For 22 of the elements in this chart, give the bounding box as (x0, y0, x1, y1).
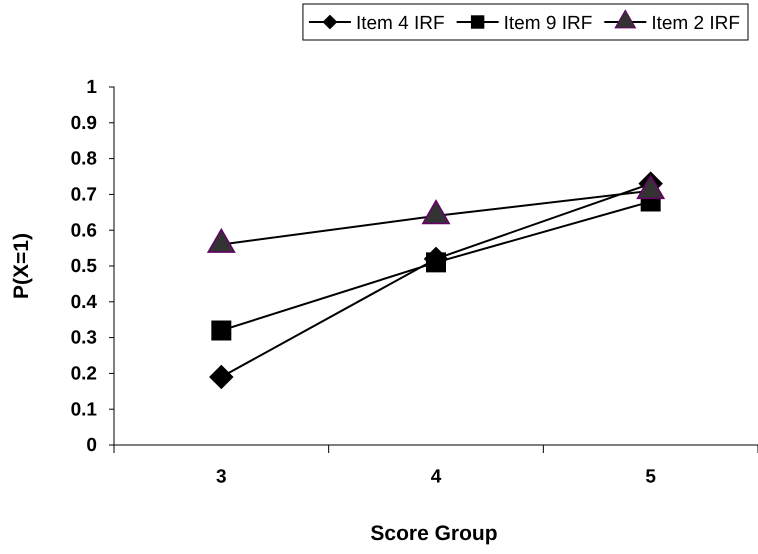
y-tick-label: 0.1 (70, 399, 98, 420)
y-tick-label: 1 (86, 77, 98, 98)
legend-label: Item 2 IRF (651, 13, 740, 34)
x-axis-title: Score Group (370, 522, 498, 545)
y-tick-label: 0.9 (70, 112, 97, 134)
y-axis-title: P(X=1) (10, 233, 33, 299)
x-tick-label: 4 (430, 466, 442, 488)
y-tick-label: 0.7 (70, 184, 97, 206)
legend-label: Item 9 IRF (504, 13, 592, 34)
y-tick-label: 0.5 (70, 256, 98, 278)
y-tick-label: 0.4 (70, 292, 98, 313)
y-tick-label: 0.3 (70, 328, 97, 349)
point (426, 252, 446, 272)
y-tick-label: 0.2 (70, 363, 97, 384)
point (211, 320, 232, 340)
y-tick-label: 0 (86, 435, 97, 456)
legend-label: Item 4 IRF (356, 13, 445, 34)
y-tick-label: 0.8 (70, 148, 97, 170)
x-tick-label: 3 (216, 466, 227, 488)
x-tick-label: 5 (645, 466, 656, 488)
point (209, 364, 234, 390)
y-tick-label: 0.6 (70, 220, 97, 242)
